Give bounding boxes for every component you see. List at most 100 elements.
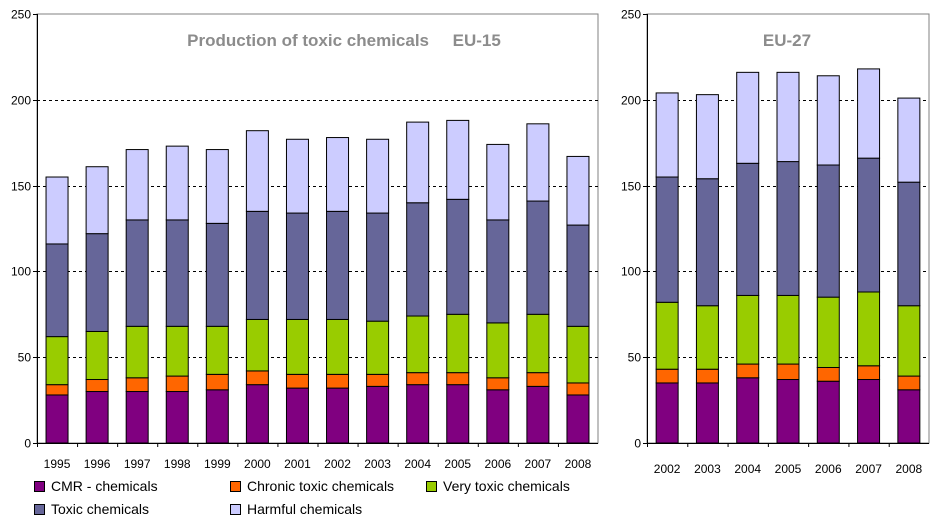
bar-very-toxic-chemicals-2004 <box>736 294 760 365</box>
bar-very-toxic-chemicals-2002 <box>326 318 350 375</box>
bar-very-toxic-chemicals-1996 <box>85 330 109 381</box>
bar-very-toxic-chemicals-1999 <box>205 325 229 375</box>
bar-cmr-chemicals-2006 <box>816 380 840 444</box>
bar-chronic-toxic-chemicals-2006 <box>816 366 840 382</box>
bar-harmful-chemicals-2008 <box>566 155 590 226</box>
legend-label-chronic-toxic: Chronic toxic chemicals <box>247 478 395 494</box>
bar-very-toxic-chemicals-2008 <box>897 305 921 377</box>
bar-harmful-chemicals-2002 <box>326 137 350 212</box>
bar-harmful-chemicals-2000 <box>245 130 269 212</box>
y-tick-label: 0 <box>634 437 641 451</box>
bar-harmful-chemicals-2008 <box>897 97 921 183</box>
x-tick-label: 1996 <box>84 457 111 471</box>
x-tick-label: 2008 <box>896 462 923 476</box>
bar-harmful-chemicals-1999 <box>205 149 229 224</box>
legend-item-chronic-toxic: Chronic toxic chemicals <box>230 478 394 494</box>
bar-chronic-toxic-chemicals-2004 <box>736 363 760 379</box>
bar-harmful-chemicals-2004 <box>406 121 430 204</box>
x-tick-label: 1999 <box>204 457 231 471</box>
bar-chronic-toxic-chemicals-2000 <box>245 370 269 386</box>
bar-toxic-chemicals-1998 <box>165 219 189 327</box>
legend-swatch-harmful <box>230 503 241 515</box>
bar-toxic-chemicals-2004 <box>736 162 760 296</box>
y-tick-label: 100 <box>621 265 641 279</box>
bar-toxic-chemicals-2005 <box>446 198 470 315</box>
x-tick-label: 1998 <box>164 457 191 471</box>
bar-very-toxic-chemicals-2001 <box>285 318 309 375</box>
chart-eu15: 0 50 100 150 200 250 1995 1996 1997 1998 1999 2000 2… <box>11 8 599 471</box>
bar-chronic-toxic-chemicals-1998 <box>165 375 189 393</box>
bar-cmr-chemicals-1996 <box>85 391 109 444</box>
bar-harmful-chemicals-2002 <box>655 92 679 178</box>
bar-cmr-chemicals-2002 <box>326 387 350 444</box>
x-tick-label: 2006 <box>484 457 511 471</box>
x-tick-label: 2000 <box>244 457 271 471</box>
bar-chronic-toxic-chemicals-2008 <box>897 375 921 391</box>
x-tick-label: 2007 <box>525 457 552 471</box>
y-tick-label: 250 <box>621 8 641 22</box>
bar-very-toxic-chemicals-2005 <box>446 313 470 374</box>
bar-cmr-chemicals-1995 <box>45 394 69 444</box>
bar-very-toxic-chemicals-2008 <box>566 325 590 384</box>
plot-area <box>36 13 599 444</box>
bar-cmr-chemicals-2003 <box>366 385 390 444</box>
x-tick-label: 2004 <box>404 457 431 471</box>
bar-harmful-chemicals-2007 <box>526 123 550 202</box>
bar-chronic-toxic-chemicals-2004 <box>406 372 430 386</box>
legend-item-harmful: Harmful chemicals <box>230 501 362 517</box>
bar-very-toxic-chemicals-2007 <box>526 313 550 374</box>
bar-chronic-toxic-chemicals-2002 <box>326 373 350 389</box>
x-tick-label: 2001 <box>284 457 311 471</box>
x-tick-label: 1997 <box>124 457 151 471</box>
y-tick-label: 50 <box>628 351 642 365</box>
bar-chronic-toxic-chemicals-2007 <box>526 372 550 387</box>
bar-harmful-chemicals-1995 <box>45 176 69 245</box>
y-tick-label: 100 <box>11 265 31 279</box>
legend-item-cmr: CMR - chemicals <box>34 478 158 494</box>
y-tick-label: 200 <box>621 94 641 108</box>
bar-very-toxic-chemicals-1995 <box>45 336 69 386</box>
bar-cmr-chemicals-2006 <box>486 389 510 444</box>
legend-swatch-cmr <box>34 480 45 492</box>
chart-eu27: 0 50 100 150 200 250 2002 2003 2004 2005 2006 2007 2… <box>621 8 930 476</box>
bar-cmr-chemicals-2008 <box>566 394 590 444</box>
legend-label-very-toxic: Very toxic chemicals <box>443 478 570 494</box>
bar-chronic-toxic-chemicals-1996 <box>85 379 109 393</box>
bar-harmful-chemicals-1998 <box>165 145 189 221</box>
bar-toxic-chemicals-2004 <box>406 202 430 317</box>
bar-harmful-chemicals-2007 <box>857 68 881 159</box>
chart-title: EU-27 <box>763 31 811 50</box>
bar-cmr-chemicals-2002 <box>655 382 679 444</box>
x-tick-label: 2006 <box>815 462 842 476</box>
y-tick-label: 250 <box>11 8 31 22</box>
legend-item-very-toxic: Very toxic chemicals <box>426 478 570 494</box>
bar-toxic-chemicals-2005 <box>776 161 800 296</box>
bar-very-toxic-chemicals-2004 <box>406 315 430 374</box>
bar-harmful-chemicals-2006 <box>486 143 510 221</box>
legend-swatch-toxic <box>34 503 45 515</box>
legend-label-cmr: CMR - chemicals <box>51 478 158 494</box>
x-tick-label: 2008 <box>565 457 592 471</box>
y-tick-label: 50 <box>18 351 32 365</box>
legend-label-toxic: Toxic chemicals <box>51 501 150 517</box>
bar-chronic-toxic-chemicals-1997 <box>125 377 149 393</box>
bar-very-toxic-chemicals-1997 <box>125 325 149 379</box>
bar-toxic-chemicals-2006 <box>486 219 510 324</box>
bar-cmr-chemicals-2000 <box>245 384 269 444</box>
bar-toxic-chemicals-1996 <box>85 233 109 332</box>
bar-very-toxic-chemicals-2006 <box>486 322 510 379</box>
bar-cmr-chemicals-1998 <box>165 391 189 444</box>
bar-very-toxic-chemicals-2003 <box>366 320 390 375</box>
y-tick-label: 150 <box>11 180 31 194</box>
x-tick-label: 2004 <box>734 462 761 476</box>
bar-harmful-chemicals-2001 <box>285 138 309 214</box>
bar-very-toxic-chemicals-2006 <box>816 296 840 368</box>
y-tick-label: 0 <box>24 437 31 451</box>
bar-chronic-toxic-chemicals-2007 <box>857 365 881 381</box>
bar-very-toxic-chemicals-2007 <box>857 291 881 367</box>
legend-label-harmful: Harmful chemicals <box>247 501 363 517</box>
bar-cmr-chemicals-2005 <box>776 379 800 444</box>
bar-chronic-toxic-chemicals-1999 <box>205 373 229 391</box>
bar-harmful-chemicals-2005 <box>446 119 470 200</box>
